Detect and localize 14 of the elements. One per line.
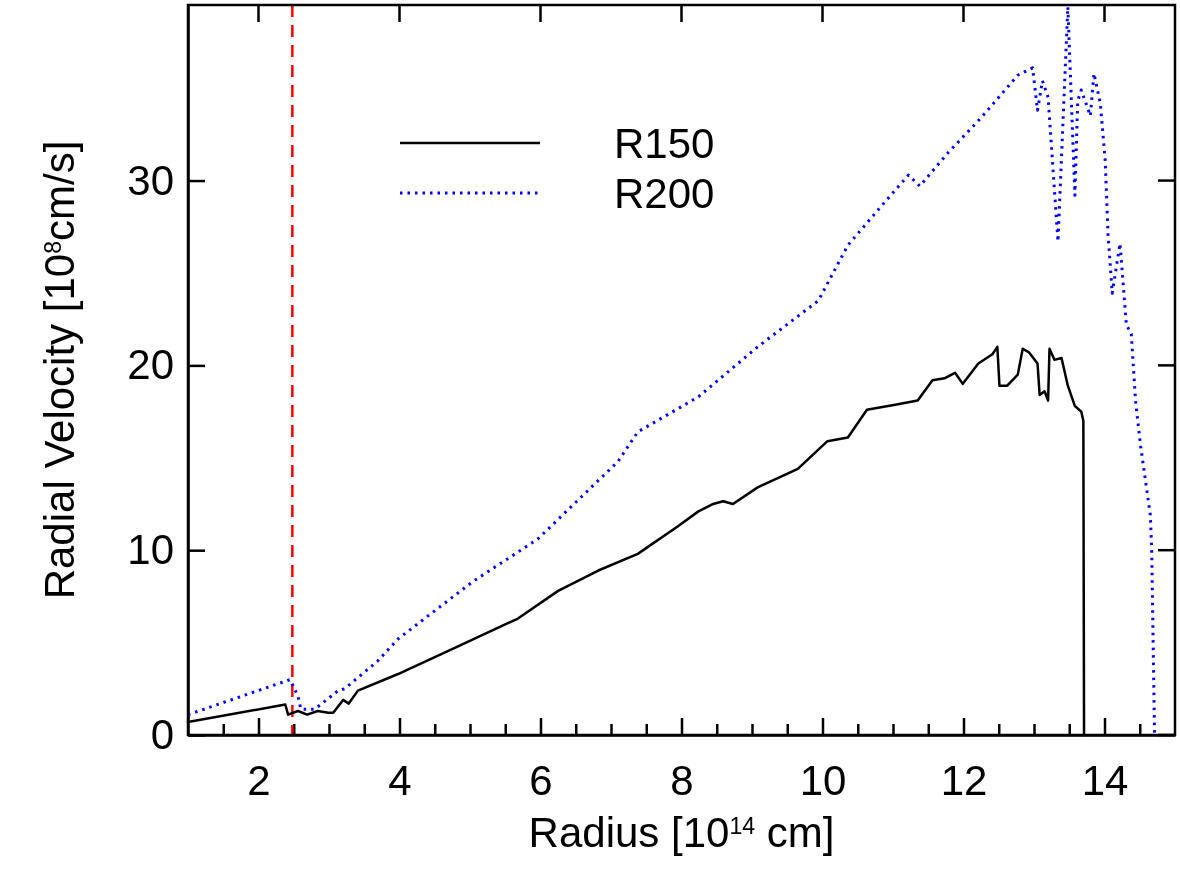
x-tick-label: 12 bbox=[940, 756, 988, 804]
y-tick-label: 0 bbox=[150, 710, 174, 758]
x-axis-title: Radius [10$^{14}$ cm] bbox=[528, 809, 835, 856]
legend-label: R150 bbox=[614, 119, 715, 167]
y-tick-label: 30 bbox=[127, 156, 174, 204]
x-tick-label: 2 bbox=[247, 756, 271, 804]
x-tick-label: 8 bbox=[670, 756, 694, 804]
x-tick-label: 14 bbox=[1081, 756, 1129, 804]
y-tick-label: 10 bbox=[127, 526, 174, 574]
x-tick-label: 4 bbox=[388, 756, 412, 804]
x-tick-label: 6 bbox=[529, 756, 553, 804]
legend-label: R200 bbox=[614, 169, 715, 217]
x-tick-label: 10 bbox=[799, 756, 847, 804]
y-tick-label: 20 bbox=[127, 341, 174, 389]
